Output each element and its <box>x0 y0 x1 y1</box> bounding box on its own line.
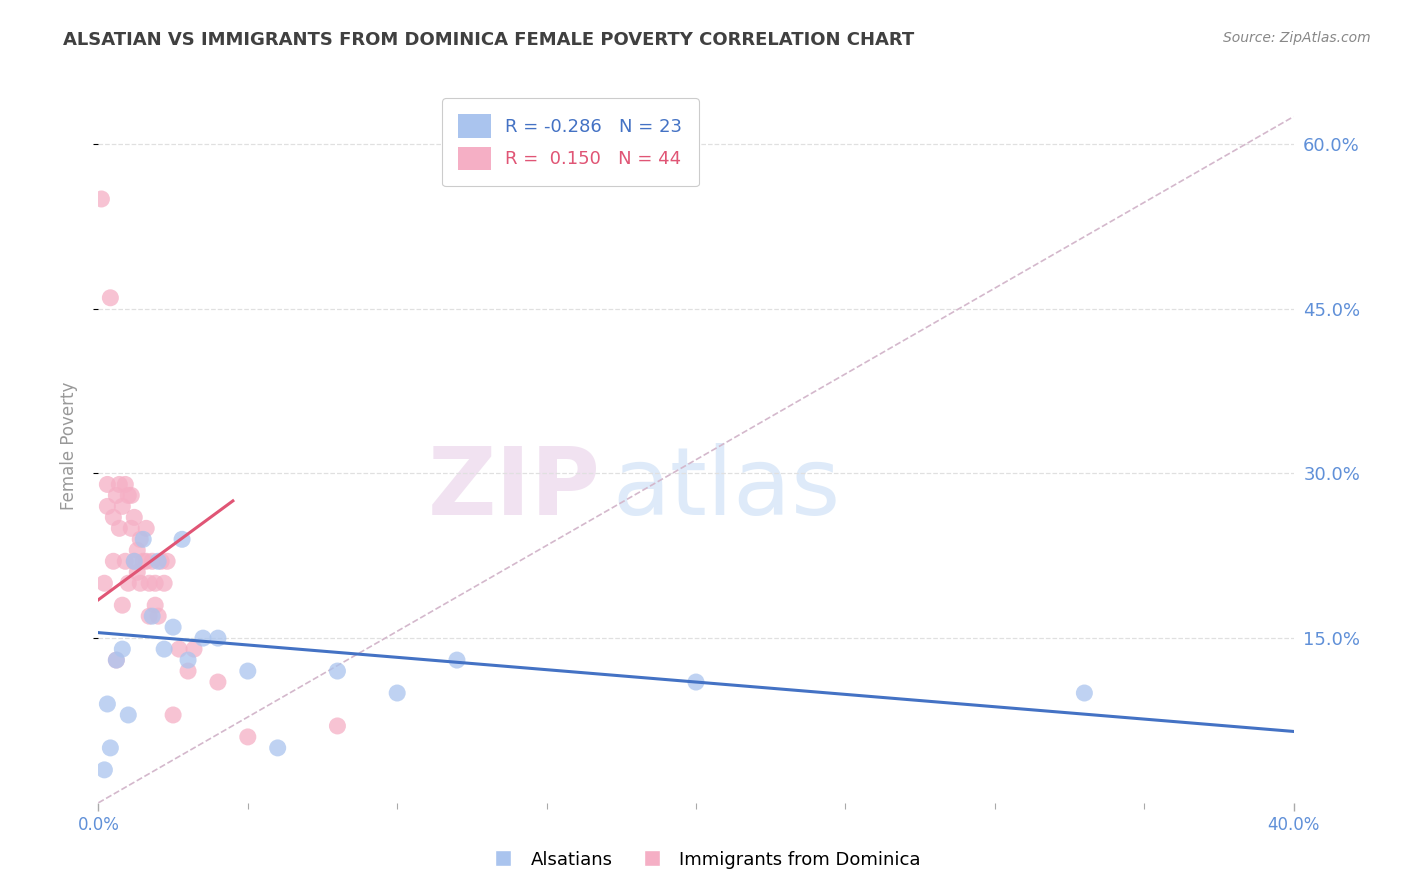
Point <box>105 653 128 667</box>
Point <box>326 664 349 678</box>
Point <box>267 740 290 755</box>
Point <box>105 653 128 667</box>
Point <box>98 291 122 305</box>
Legend: R = -0.286   N = 23, R =  0.150   N = 44: R = -0.286 N = 23, R = 0.150 N = 44 <box>441 98 699 186</box>
Point <box>127 543 149 558</box>
Point <box>103 510 125 524</box>
Point <box>1073 686 1095 700</box>
Point <box>207 631 229 645</box>
Point <box>124 554 146 568</box>
Point <box>156 554 179 568</box>
Point <box>236 664 259 678</box>
Text: ALSATIAN VS IMMIGRANTS FROM DOMINICA FEMALE POVERTY CORRELATION CHART: ALSATIAN VS IMMIGRANTS FROM DOMINICA FEM… <box>63 31 914 49</box>
Point <box>141 609 163 624</box>
Point <box>108 521 131 535</box>
Point <box>96 477 118 491</box>
Point <box>124 554 146 568</box>
Point <box>98 740 122 755</box>
Point <box>90 192 112 206</box>
Point <box>236 730 259 744</box>
Point <box>138 609 160 624</box>
Point <box>153 642 176 657</box>
Point <box>120 488 142 502</box>
Text: Source: ZipAtlas.com: Source: ZipAtlas.com <box>1223 31 1371 45</box>
Point <box>120 521 142 535</box>
Point <box>177 664 200 678</box>
Point <box>103 554 125 568</box>
Point <box>143 598 166 612</box>
Point <box>135 554 157 568</box>
Point <box>207 675 229 690</box>
Point <box>117 576 139 591</box>
Point <box>150 554 173 568</box>
Point <box>117 488 139 502</box>
Point <box>105 488 128 502</box>
Point <box>127 566 149 580</box>
Point <box>132 554 155 568</box>
Point <box>162 708 184 723</box>
Point <box>111 642 134 657</box>
Point <box>93 763 115 777</box>
Point <box>108 477 131 491</box>
Point <box>385 686 409 700</box>
Point <box>141 554 163 568</box>
Point <box>117 708 139 723</box>
Point <box>132 533 155 547</box>
Point <box>124 510 146 524</box>
Point <box>167 642 190 657</box>
Point <box>446 653 468 667</box>
Point <box>153 576 176 591</box>
Point <box>96 500 118 514</box>
Point <box>148 554 170 568</box>
Point <box>114 554 136 568</box>
Point <box>177 653 200 667</box>
Point <box>148 609 170 624</box>
Point <box>129 576 152 591</box>
Point <box>93 576 115 591</box>
Point <box>183 642 205 657</box>
Point <box>138 576 160 591</box>
Y-axis label: Female Poverty: Female Poverty <box>59 382 77 510</box>
Legend: Alsatians, Immigrants from Dominica: Alsatians, Immigrants from Dominica <box>478 844 928 876</box>
Point <box>111 598 134 612</box>
Point <box>326 719 349 733</box>
Point <box>111 500 134 514</box>
Point <box>172 533 194 547</box>
Point <box>191 631 214 645</box>
Text: ZIP: ZIP <box>427 442 600 535</box>
Point <box>143 576 166 591</box>
Point <box>114 477 136 491</box>
Point <box>685 675 707 690</box>
Point <box>162 620 184 634</box>
Text: atlas: atlas <box>613 442 841 535</box>
Point <box>135 521 157 535</box>
Point <box>96 697 118 711</box>
Point <box>129 533 152 547</box>
